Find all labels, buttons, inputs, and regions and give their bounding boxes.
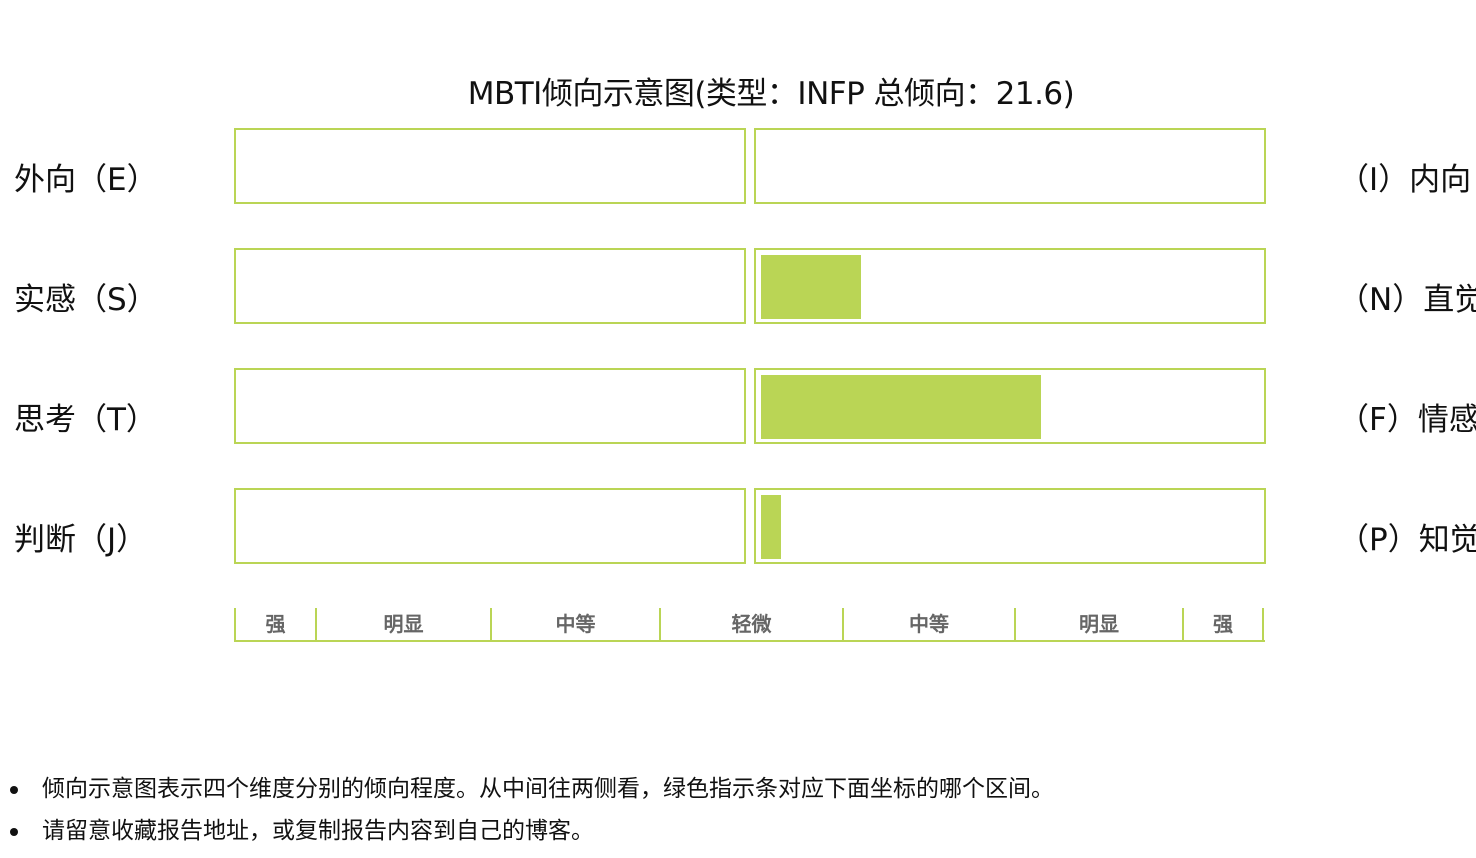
list-item: 请留意收藏报告地址，或复制报告内容到自己的博客。 xyxy=(8,810,1054,852)
bullet-icon xyxy=(10,828,18,836)
scale-baseline xyxy=(234,640,1265,642)
dimension-left-label-tf: 思考（T） xyxy=(14,402,157,438)
list-item: 倾向示意图表示四个维度分别的倾向程度。从中间往两侧看，绿色指示条对应下面坐标的哪… xyxy=(8,768,1054,810)
dimension-left-label-jp: 判断（J） xyxy=(14,522,148,558)
scale-label-slight: 轻微 xyxy=(731,612,772,636)
dimension-left-label-ei: 外向（E） xyxy=(14,162,158,198)
scale-tick xyxy=(1182,608,1184,642)
chart-title: MBTI倾向示意图(类型：INFP 总倾向：21.6) xyxy=(467,76,1075,112)
scale-label-obvious-left: 明显 xyxy=(383,612,424,636)
dimension-right-label-sn: （N）直觉 xyxy=(1338,282,1476,318)
dimension-right-label-ei: （I）内向 xyxy=(1338,162,1472,198)
scale-label-medium-right: 中等 xyxy=(909,612,949,636)
bar-box-left-sn xyxy=(234,248,746,324)
tendency-scale: 强 明显 中等 轻微 中等 明显 强 xyxy=(234,606,1265,646)
scale-tick xyxy=(234,608,236,642)
dimension-right-label-jp: （P）知觉 xyxy=(1338,522,1476,558)
tendency-bar-sn xyxy=(761,255,861,319)
scale-label-strong-right: 强 xyxy=(1213,612,1233,636)
bar-box-right-jp xyxy=(754,488,1266,564)
tendency-bar-tf xyxy=(761,375,1041,439)
scale-tick xyxy=(1014,608,1016,642)
scale-label-strong-left: 强 xyxy=(265,612,286,636)
notes-list: 倾向示意图表示四个维度分别的倾向程度。从中间往两侧看，绿色指示条对应下面坐标的哪… xyxy=(8,768,1054,852)
note-text: 倾向示意图表示四个维度分别的倾向程度。从中间往两侧看，绿色指示条对应下面坐标的哪… xyxy=(42,776,1054,802)
note-text: 请留意收藏报告地址，或复制报告内容到自己的博客。 xyxy=(42,818,594,844)
bullet-icon xyxy=(10,786,18,794)
dimension-right-label-tf: （F）情感 xyxy=(1338,402,1476,438)
scale-tick xyxy=(659,608,661,642)
dimension-left-label-sn: 实感（S） xyxy=(14,282,158,318)
scale-tick xyxy=(490,608,492,642)
scale-tick xyxy=(1262,608,1264,642)
bar-box-right-ei xyxy=(754,128,1266,204)
bar-box-left-jp xyxy=(234,488,746,564)
bar-box-right-sn xyxy=(754,248,1266,324)
bar-box-right-tf xyxy=(754,368,1266,444)
bar-box-left-tf xyxy=(234,368,746,444)
scale-tick xyxy=(315,608,317,642)
scale-tick xyxy=(842,608,844,642)
bar-box-left-ei xyxy=(234,128,746,204)
tendency-bar-jp xyxy=(761,495,781,559)
scale-label-obvious-right: 明显 xyxy=(1079,612,1119,636)
scale-label-medium-left: 中等 xyxy=(555,612,596,636)
